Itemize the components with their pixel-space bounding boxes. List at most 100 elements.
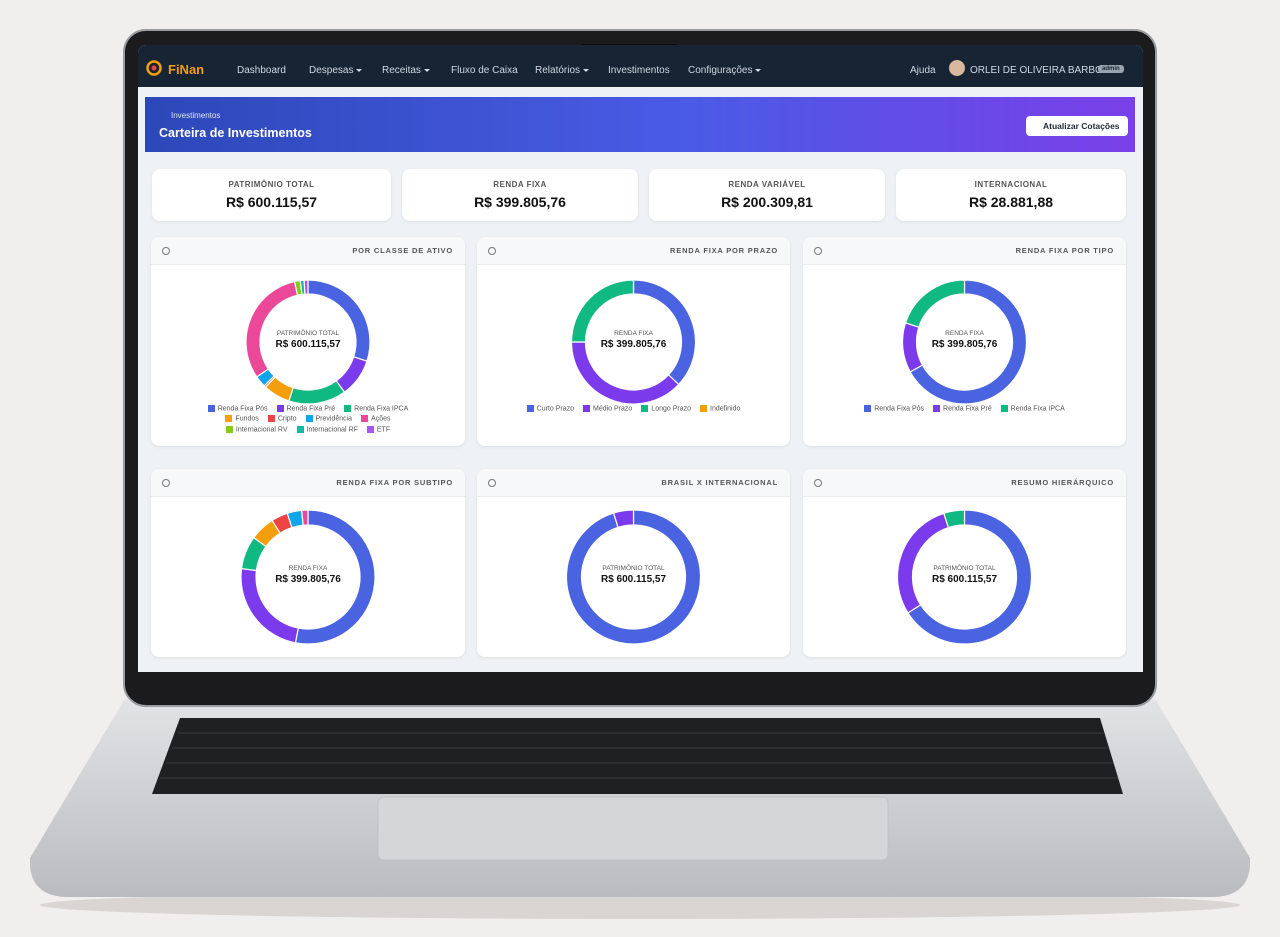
legend-item: Internacional RV xyxy=(225,425,288,433)
nav-despesas[interactable]: Despesas xyxy=(309,65,363,76)
donut-chart: PATRIMÔNIO TOTAL R$ 600.115,57 xyxy=(896,509,1033,645)
chart-panel: POR CLASSE DE ATIVO PATRIMÔNIO TOTAL R$ 60… xyxy=(151,237,465,446)
legend-swatch xyxy=(526,405,534,412)
legend-item: ETF xyxy=(366,425,391,434)
legend-item: Médio Prazo xyxy=(583,405,632,412)
panel-title: RENDA FIXA POR SUBTIPO xyxy=(336,478,453,487)
legend-swatch xyxy=(700,405,707,412)
summary-value: R$ 28.881,88 xyxy=(968,194,1054,210)
legend-swatch xyxy=(583,405,590,412)
panel-title: BRASIL X INTERNACIONAL xyxy=(661,478,778,487)
panel-title: RENDA FIXA POR TIPO xyxy=(1015,246,1114,255)
icon-shape xyxy=(162,479,170,487)
legend-swatch xyxy=(225,425,233,433)
panel-header: RENDA FIXA POR SUBTIPO xyxy=(151,469,465,497)
donut-segment xyxy=(909,279,1028,405)
nav-receitas[interactable]: Receitas xyxy=(382,65,430,76)
legend-item: Indefinido xyxy=(700,405,740,412)
legend-label: Longo Prazo xyxy=(651,405,691,413)
legend-item: Longo Prazo xyxy=(641,405,691,412)
chart-panel: RENDA FIXA POR TIPO RENDA FIXA R$ 399.805,… xyxy=(803,237,1126,446)
legend-item: Renda Fixa Pós xyxy=(207,405,268,412)
legend-label: Médio Prazo xyxy=(593,405,633,413)
page-header: Investimentos Carteira de Investimentos … xyxy=(145,97,1135,152)
legend: Curto Prazo Médio Prazo Longo Prazo Indefin… xyxy=(487,405,780,412)
legend-item: Renda Fixa IPCA xyxy=(1000,405,1065,412)
legend-label: Cripto xyxy=(277,415,297,423)
panel-header: RESUMO HIERÁRQUICO xyxy=(803,469,1126,497)
donut-segment xyxy=(612,509,635,529)
legend-swatch xyxy=(207,405,215,412)
nav-label: Relatórios xyxy=(535,65,581,76)
panel-title: RESUMO HIERÁRQUICO xyxy=(1011,478,1114,487)
legend-label: Fundos xyxy=(235,415,259,423)
donut-center-value: R$ 600.115,57 xyxy=(601,574,666,585)
legend-item: Fundos xyxy=(225,415,259,423)
legend-item: Curto Prazo xyxy=(526,405,574,412)
legend-label: ETF xyxy=(376,426,391,434)
legend-label: Indefinido xyxy=(710,405,741,413)
donut-center-value: R$ 600.115,57 xyxy=(275,339,340,350)
nav-help[interactable]: Ajuda xyxy=(910,65,936,76)
trackpad xyxy=(377,796,889,861)
panel-icon xyxy=(814,479,822,487)
icon-shape xyxy=(162,247,170,255)
chart-panel: RENDA FIXA POR SUBTIPO RENDA FIXA R$ 399.8… xyxy=(151,469,465,657)
panel-header: BRASIL X INTERNACIONAL xyxy=(477,469,790,497)
legend-swatch xyxy=(361,415,369,423)
nav-dashboard[interactable]: Dashboard xyxy=(237,65,286,76)
donut-center-value: R$ 399.805,76 xyxy=(601,339,667,350)
nav-configuracoes[interactable]: Configurações xyxy=(688,65,762,76)
shadow xyxy=(40,891,1240,919)
panel-header: RENDA FIXA POR TIPO xyxy=(803,237,1126,265)
donut-chart: PATRIMÔNIO TOTAL R$ 600.115,57 xyxy=(565,509,702,645)
donut-center-label: PATRIMÔNIO TOTAL xyxy=(933,563,996,572)
nav-label: Receitas xyxy=(382,65,421,76)
summary-label: INTERNACIONAL xyxy=(974,180,1048,189)
donut-segment xyxy=(303,279,309,295)
avatar xyxy=(949,60,965,76)
nav-fluxo[interactable]: Fluxo de Caixa xyxy=(451,65,518,76)
icon-shape xyxy=(814,247,822,255)
legend-label: Renda Fixa Pré xyxy=(943,405,992,413)
legend-item: Renda Fixa Pré xyxy=(933,405,992,412)
refresh-button[interactable]: Atualizar Cotações xyxy=(1026,116,1128,136)
icon-shape xyxy=(488,479,496,487)
legend-swatch xyxy=(344,405,352,412)
summary-label: PATRIMÔNIO TOTAL xyxy=(228,180,315,189)
donut-segment xyxy=(288,379,346,405)
nav-label: Despesas xyxy=(309,65,354,76)
panel-icon xyxy=(162,247,170,255)
summary-card: RENDA VARIÁVEL R$ 200.309,81 xyxy=(649,169,885,221)
nav-label: Configurações xyxy=(688,65,753,76)
nav-investimentos[interactable]: Investimentos xyxy=(608,65,670,76)
panel-header: RENDA FIXA POR PRAZO xyxy=(477,237,790,265)
summary-card: INTERNACIONAL R$ 28.881,88 xyxy=(896,169,1126,221)
logo-icon xyxy=(146,60,162,76)
role-badge: admin xyxy=(1098,65,1124,73)
chart-panel: BRASIL X INTERNACIONAL PATRIMÔNIO TOTAL R$… xyxy=(477,469,790,657)
legend-item: Renda Fixa IPCA xyxy=(344,405,408,412)
panel-icon xyxy=(488,247,496,255)
legend-item: Ações xyxy=(361,415,391,423)
legend-label: Renda Fixa Pós xyxy=(874,405,925,413)
legend-item: Renda Fixa Pré xyxy=(276,405,335,412)
legend-swatch xyxy=(305,415,313,423)
summary-card: RENDA FIXA R$ 399.805,76 xyxy=(402,169,638,221)
legend-label: Ações xyxy=(371,415,391,423)
donut-segment xyxy=(570,341,680,405)
legend-label: Internacional RF xyxy=(306,426,358,434)
legend-swatch xyxy=(225,415,233,423)
panel-header: POR CLASSE DE ATIVO xyxy=(151,237,465,265)
panel-icon xyxy=(814,247,822,255)
summary-label: RENDA VARIÁVEL xyxy=(728,180,806,189)
legend-item: Internacional RF xyxy=(296,425,358,434)
user-name[interactable]: ORLEI DE OLIVEIRA BARBOSA xyxy=(970,65,1117,76)
legend-item: Renda Fixa Pós xyxy=(864,405,924,412)
nav-relatorios[interactable]: Relatórios xyxy=(535,65,590,76)
legend-label: Renda Fixa IPCA xyxy=(354,405,409,413)
legend-item: Cripto xyxy=(267,415,297,423)
legend-swatch xyxy=(366,425,374,433)
summary-label: RENDA FIXA xyxy=(493,180,547,189)
